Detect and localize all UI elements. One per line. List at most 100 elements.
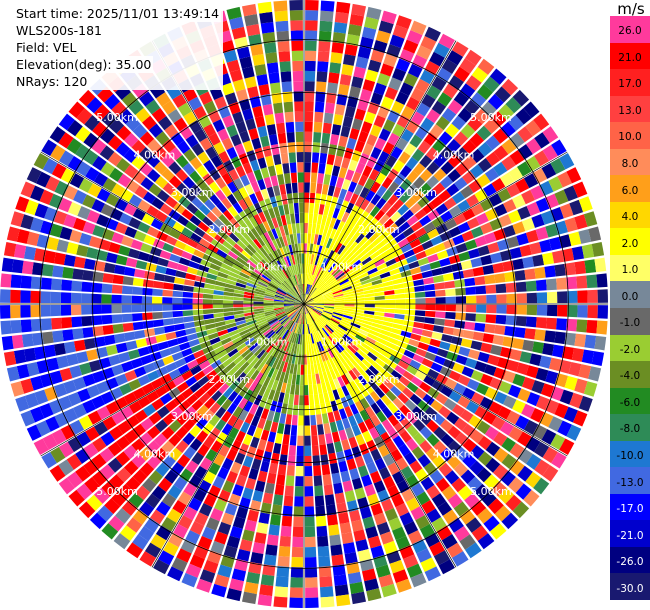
velocity-gate [291,287,299,297]
velocity-gate [387,427,399,440]
velocity-gate [183,87,198,102]
velocity-gate [387,374,399,386]
velocity-gate [457,199,471,213]
velocity-gate [332,313,343,319]
velocity-gate [331,356,340,368]
velocity-gate [342,314,353,320]
velocity-gate [318,434,326,446]
velocity-gate [279,284,289,293]
velocity-gate [236,342,247,352]
velocity-gate [111,304,122,314]
velocity-gate [321,464,331,476]
velocity-gate [588,366,602,382]
velocity-gate [294,212,300,224]
velocity-gate [182,298,193,304]
velocity-gate [188,96,202,111]
velocity-gate [322,293,333,298]
velocity-gate [175,329,187,338]
velocity-gate [539,180,554,196]
velocity-gate [261,326,272,334]
velocity-gate [343,542,356,555]
velocity-gate [374,311,385,317]
velocity-gate [398,264,410,273]
velocity-gate [159,392,173,405]
velocity-gate [202,232,214,243]
velocity-gate [132,123,148,139]
velocity-gate [379,368,391,379]
velocity-gate [431,76,447,91]
velocity-gate [300,294,304,304]
velocity-gate [559,438,575,455]
velocity-gate [403,554,419,569]
velocity-gate [275,195,283,207]
velocity-gate [330,544,343,556]
velocity-gate [267,165,277,177]
velocity-gate [99,464,116,480]
velocity-gate [296,304,304,312]
velocity-gate [259,11,274,24]
velocity-gate [276,474,286,486]
velocity-gate [430,196,443,209]
velocity-gate [397,360,410,370]
velocity-gate [289,311,298,320]
velocity-gate [183,446,197,460]
velocity-gate [191,451,205,466]
velocity-gate [387,109,400,124]
velocity-gate [492,128,509,144]
velocity-gate [330,462,340,475]
velocity-gate [447,168,461,183]
velocity-gate [433,153,447,168]
velocity-gate [249,241,260,252]
velocity-gate [365,202,376,214]
velocity-gate [270,143,280,156]
velocity-gate [453,462,469,477]
velocity-gate [166,508,182,523]
velocity-gate [588,226,602,242]
velocity-gate [287,223,293,235]
velocity-gate [49,223,63,238]
velocity-gate [596,273,608,288]
velocity-gate [381,583,397,598]
velocity-gate [277,314,287,321]
velocity-gate [367,351,378,362]
velocity-gate [53,383,68,398]
velocity-gate [540,210,555,225]
velocity-gate [262,492,274,505]
velocity-gate [195,325,207,333]
velocity-gate [439,366,452,378]
velocity-gate [448,226,462,238]
velocity-gate [554,189,569,205]
velocity-gate [72,403,87,419]
velocity-gate [512,373,526,387]
velocity-gate [171,246,184,257]
velocity-gate [374,387,386,399]
velocity-gate [364,418,375,431]
velocity-gate [313,298,324,302]
velocity-gate [111,411,126,425]
velocity-gate [304,304,312,311]
velocity-gate [242,162,253,175]
velocity-gate [306,273,309,284]
velocity-gate [104,498,121,515]
velocity-gate [202,253,214,263]
velocity-gate [92,155,107,171]
velocity-gate [390,385,402,397]
velocity-gate [233,177,244,190]
velocity-gate [176,335,189,345]
velocity-gate [464,277,476,287]
velocity-gate [131,453,146,469]
velocity-gate [351,118,363,131]
velocity-gate [412,419,426,432]
velocity-gate [231,568,247,582]
velocity-gate [304,162,311,173]
velocity-gate [284,319,293,329]
velocity-gate [411,272,423,281]
velocity-gate [198,335,210,344]
velocity-gate [131,155,146,170]
velocity-gate [525,365,539,379]
velocity-gate [58,441,74,458]
velocity-gate [304,304,307,315]
velocity-gate [182,162,196,176]
velocity-gate [319,315,329,324]
velocity-gate [141,213,155,226]
